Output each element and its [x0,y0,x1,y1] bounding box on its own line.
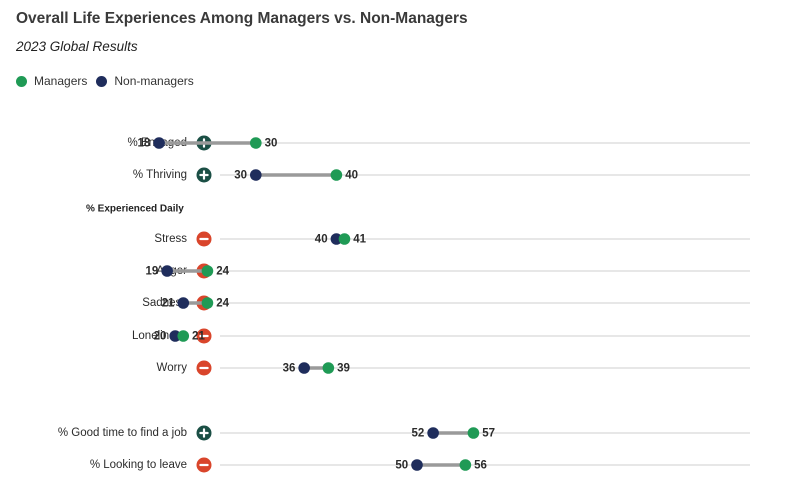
row-label-stress: Stress [154,233,187,245]
dot-non-managers-engaged [153,137,165,149]
legend-swatch-non-managers [96,75,108,87]
dot-managers-looking-to-leave [459,459,472,471]
legend-item-managers: Managers [16,74,87,88]
dot-non-managers-good-time-to-find-a-job [427,427,439,439]
value-label-managers-loneliness: 21 [192,331,205,343]
legend-swatch-managers [16,75,27,87]
value-label-non-managers-thriving: 30 [234,170,247,182]
value-label-non-managers-engaged: 18 [137,138,150,150]
value-label-managers-anger: 24 [216,266,229,278]
dot-managers-worry [322,362,335,374]
value-label-non-managers-anger: 19 [146,266,159,278]
value-label-managers-engaged: 30 [265,138,278,150]
value-label-managers-stress: 41 [353,234,366,246]
value-label-managers-looking-to-leave: 56 [474,460,487,472]
value-label-non-managers-looking-to-leave: 50 [395,460,408,472]
chart-title: Overall Life Experiences Among Managers … [16,10,468,27]
dot-non-managers-looking-to-leave [411,459,423,471]
value-label-managers-thriving: 40 [345,170,358,182]
row-label-worry: Worry [157,362,188,374]
dot-non-managers-loneliness [169,330,181,342]
legend-label-non-managers: Non-managers [114,74,194,88]
row-label-looking-to-leave: % Looking to leave [90,459,187,471]
dot-managers-loneliness [177,330,190,342]
row-label-good-time-to-find-a-job: % Good time to find a job [58,427,187,439]
dot-managers-sadness [201,297,214,309]
value-label-non-managers-stress: 40 [315,234,328,246]
dot-managers-good-time-to-find-a-job [467,427,480,439]
dot-non-managers-anger [161,265,173,277]
chart-subtitle: 2023 Global Results [16,39,138,54]
value-label-managers-good-time-to-find-a-job: 57 [482,428,495,440]
dot-non-managers-sadness [177,297,190,309]
legend: Managers Non-managers [16,74,203,88]
value-label-non-managers-sadness: 21 [162,298,175,310]
dot-managers-anger [201,265,214,277]
dot-managers-engaged [250,137,262,149]
value-label-non-managers-good-time-to-find-a-job: 52 [412,428,425,440]
dot-non-managers-worry [298,362,310,374]
dot-non-managers-thriving [250,169,262,181]
value-label-non-managers-worry: 36 [283,363,296,375]
value-label-managers-sadness: 24 [216,298,229,310]
row-label-thriving: % Thriving [133,169,187,181]
dot-non-managers-stress [330,233,343,245]
row-label-sadness: Sadness [142,297,187,309]
legend-item-non-managers: Non-managers [96,74,194,88]
section-label-experienced-daily: % Experienced Daily [86,204,184,215]
dot-managers-thriving [330,169,343,181]
value-label-managers-worry: 39 [337,363,350,375]
dot-managers-stress [338,233,351,245]
value-label-non-managers-loneliness: 20 [154,331,167,343]
legend-label-managers: Managers [34,74,88,88]
